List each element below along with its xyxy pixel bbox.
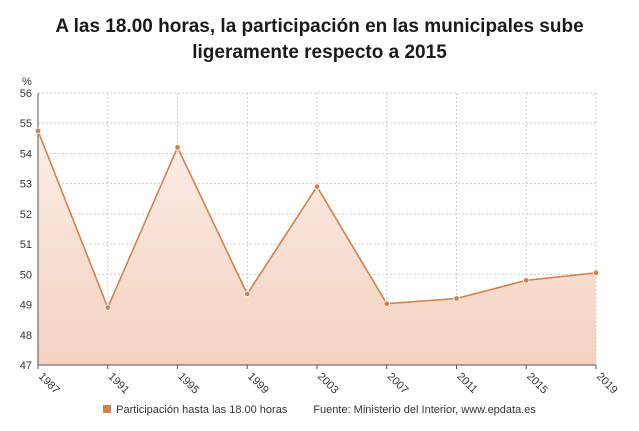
y-tick-label: 54 — [20, 148, 32, 160]
source-note: Fuente: Ministerio del Interior, www.epd… — [313, 404, 536, 416]
x-tick-label: 1991 — [106, 371, 132, 397]
x-tick-label: 1999 — [245, 371, 271, 397]
y-tick-label: 53 — [20, 179, 32, 191]
series-area — [38, 130, 596, 365]
x-tick-label: 2019 — [594, 371, 620, 397]
y-tick-label: 49 — [20, 300, 32, 312]
y-axis-unit: % — [22, 76, 32, 88]
data-point-2015 — [523, 277, 530, 284]
y-tick-label: 48 — [20, 330, 32, 342]
x-tick-label: 2007 — [385, 371, 411, 397]
data-point-1987 — [34, 127, 42, 134]
x-tick-label: 2011 — [454, 371, 479, 396]
legend-label: Participación hasta las 18.00 horas — [116, 404, 288, 416]
y-tick-label: 50 — [20, 269, 32, 281]
y-tick-label: 51 — [20, 239, 32, 251]
data-point-1999 — [244, 290, 251, 298]
chart-title-line-1: A las 18.00 horas, la participación en l… — [55, 16, 584, 37]
chart-title: A las 18.00 horas, la participación en l… — [0, 14, 639, 66]
y-tick-label: 52 — [20, 209, 32, 221]
data-point-2007 — [383, 300, 390, 307]
data-point-2011 — [453, 295, 460, 302]
data-point-2003 — [313, 183, 321, 190]
y-tick-label: 56 — [20, 88, 32, 100]
data-point-2019 — [592, 269, 600, 277]
chart-title-line-2: ligeramente respecto a 2015 — [192, 42, 447, 63]
y-tick-label: 47 — [20, 360, 32, 372]
data-point-1991 — [104, 304, 111, 311]
x-tick-label: 1987 — [36, 371, 62, 397]
x-tick-label: 2015 — [524, 371, 550, 397]
x-tick-label: 1995 — [175, 371, 201, 397]
legend: Participación hasta las 18.00 horas Fuent… — [0, 404, 639, 416]
x-tick-label: 2003 — [315, 371, 341, 397]
data-point-1995 — [174, 144, 181, 151]
legend-swatch — [103, 405, 112, 413]
y-tick-label: 55 — [20, 118, 32, 130]
